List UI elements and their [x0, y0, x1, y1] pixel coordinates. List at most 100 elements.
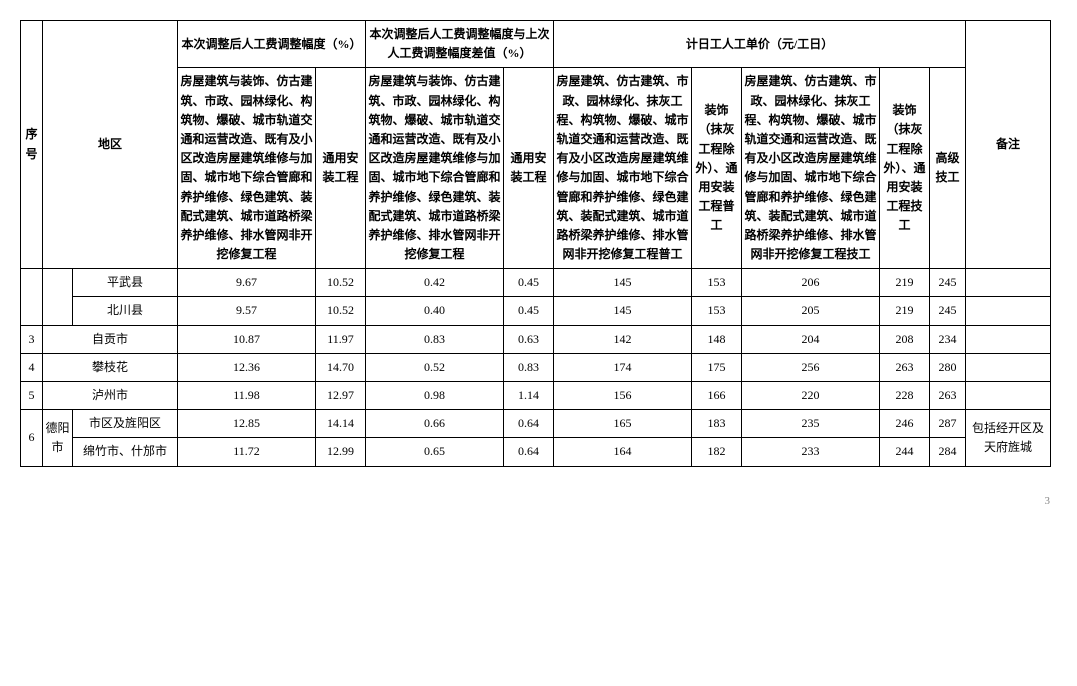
cell-c3: 0.42 [366, 269, 504, 297]
cell-c6: 153 [692, 297, 742, 325]
header-long1: 房屋建筑与装饰、仿古建筑、市政、园林绿化、构筑物、爆破、城市轨道交通和运营改造、… [178, 68, 316, 269]
cell-note: 包括经开区及天府旌城 [966, 410, 1051, 466]
header-seq: 序号 [21, 21, 43, 269]
cell-c7: 233 [742, 438, 880, 466]
cell-c9: 245 [930, 297, 966, 325]
cell-c4: 0.63 [504, 325, 554, 353]
cell-seq: 3 [21, 325, 43, 353]
cell-c1: 9.57 [178, 297, 316, 325]
cell-region: 自贡市 [43, 325, 178, 353]
cell-note [966, 325, 1051, 353]
cell-c8: 219 [880, 297, 930, 325]
header-group1: 本次调整后人工费调整幅度（%） [178, 21, 366, 68]
table-row: 6 德阳市 市区及旌阳区 12.85 14.14 0.66 0.64 165 1… [21, 410, 1051, 438]
cell-c9: 263 [930, 382, 966, 410]
cell-c6: 182 [692, 438, 742, 466]
cell-region1: 德阳市 [43, 410, 73, 466]
cell-c5: 145 [554, 269, 692, 297]
cell-region2: 北川县 [73, 297, 178, 325]
cell-c7: 205 [742, 297, 880, 325]
cell-c4: 0.45 [504, 297, 554, 325]
cell-c9: 280 [930, 353, 966, 381]
cell-c4: 0.83 [504, 353, 554, 381]
cell-c9: 234 [930, 325, 966, 353]
cell-c1: 12.85 [178, 410, 316, 438]
header-short3: 装饰（抹灰工程除外）、通用安装工程普工 [692, 68, 742, 269]
header-long4: 房屋建筑、仿古建筑、市政、园林绿化、抹灰工程、构筑物、爆破、城市轨道交通和运营改… [742, 68, 880, 269]
cell-region2: 市区及旌阳区 [73, 410, 178, 438]
page-number: 3 [20, 495, 1056, 507]
header-long3: 房屋建筑、仿古建筑、市政、园林绿化、抹灰工程、构筑物、爆破、城市轨道交通和运营改… [554, 68, 692, 269]
cell-c8: 263 [880, 353, 930, 381]
cell-c8: 219 [880, 269, 930, 297]
cell-c1: 11.98 [178, 382, 316, 410]
cell-c5: 145 [554, 297, 692, 325]
header-senior: 高级技工 [930, 68, 966, 269]
cell-c2: 11.97 [316, 325, 366, 353]
table-row: 5 泸州市 11.98 12.97 0.98 1.14 156 166 220 … [21, 382, 1051, 410]
cell-c4: 0.45 [504, 269, 554, 297]
cell-c2: 10.52 [316, 297, 366, 325]
labor-cost-table: 序号 地区 本次调整后人工费调整幅度（%） 本次调整后人工费调整幅度与上次人工费… [20, 20, 1051, 467]
cell-c4: 0.64 [504, 438, 554, 466]
cell-c2: 12.99 [316, 438, 366, 466]
cell-c2: 10.52 [316, 269, 366, 297]
cell-c3: 0.52 [366, 353, 504, 381]
cell-c7: 204 [742, 325, 880, 353]
cell-c3: 0.65 [366, 438, 504, 466]
cell-c1: 11.72 [178, 438, 316, 466]
cell-note [966, 297, 1051, 325]
cell-note [966, 353, 1051, 381]
table-row: 3 自贡市 10.87 11.97 0.83 0.63 142 148 204 … [21, 325, 1051, 353]
header-group2: 本次调整后人工费调整幅度与上次人工费调整幅度差值（%） [366, 21, 554, 68]
cell-c6: 153 [692, 269, 742, 297]
header-short1: 通用安装工程 [316, 68, 366, 269]
cell-note [966, 269, 1051, 297]
cell-c6: 183 [692, 410, 742, 438]
cell-c6: 148 [692, 325, 742, 353]
cell-region2: 绵竹市、什邡市 [73, 438, 178, 466]
header-group3: 计日工人工单价（元/工日） [554, 21, 966, 68]
table-row: 平武县 9.67 10.52 0.42 0.45 145 153 206 219… [21, 269, 1051, 297]
cell-c7: 220 [742, 382, 880, 410]
cell-c9: 287 [930, 410, 966, 438]
cell-c3: 0.40 [366, 297, 504, 325]
cell-c7: 256 [742, 353, 880, 381]
cell-c7: 235 [742, 410, 880, 438]
table-row: 北川县 9.57 10.52 0.40 0.45 145 153 205 219… [21, 297, 1051, 325]
cell-c1: 12.36 [178, 353, 316, 381]
cell-seq: 6 [21, 410, 43, 466]
header-region: 地区 [43, 21, 178, 269]
cell-c5: 174 [554, 353, 692, 381]
cell-c8: 228 [880, 382, 930, 410]
cell-c4: 0.64 [504, 410, 554, 438]
cell-c1: 10.87 [178, 325, 316, 353]
cell-c3: 0.98 [366, 382, 504, 410]
table-row: 4 攀枝花 12.36 14.70 0.52 0.83 174 175 256 … [21, 353, 1051, 381]
header-short2: 通用安装工程 [504, 68, 554, 269]
cell-c8: 246 [880, 410, 930, 438]
cell-region: 泸州市 [43, 382, 178, 410]
cell-c7: 206 [742, 269, 880, 297]
header-note: 备注 [966, 21, 1051, 269]
cell-c6: 175 [692, 353, 742, 381]
cell-c4: 1.14 [504, 382, 554, 410]
table-row: 绵竹市、什邡市 11.72 12.99 0.65 0.64 164 182 23… [21, 438, 1051, 466]
cell-c2: 14.70 [316, 353, 366, 381]
table-header-row: 序号 地区 本次调整后人工费调整幅度（%） 本次调整后人工费调整幅度与上次人工费… [21, 21, 1051, 68]
cell-c5: 164 [554, 438, 692, 466]
cell-c6: 166 [692, 382, 742, 410]
cell-region1 [43, 269, 73, 325]
cell-c5: 156 [554, 382, 692, 410]
cell-c5: 142 [554, 325, 692, 353]
header-long2: 房屋建筑与装饰、仿古建筑、市政、园林绿化、构筑物、爆破、城市轨道交通和运营改造、… [366, 68, 504, 269]
cell-c2: 14.14 [316, 410, 366, 438]
cell-c3: 0.66 [366, 410, 504, 438]
cell-c9: 245 [930, 269, 966, 297]
cell-c2: 12.97 [316, 382, 366, 410]
cell-c5: 165 [554, 410, 692, 438]
cell-seq: 4 [21, 353, 43, 381]
cell-c1: 9.67 [178, 269, 316, 297]
cell-region2: 平武县 [73, 269, 178, 297]
cell-seq: 5 [21, 382, 43, 410]
